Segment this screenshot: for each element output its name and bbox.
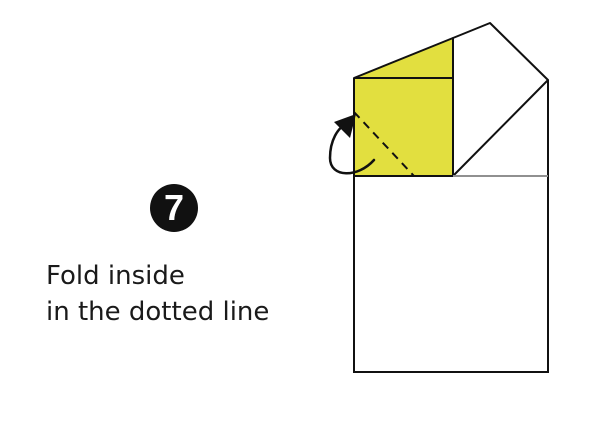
dotted-fold-line [353,111,415,177]
instruction-line-1: Fold inside [46,261,185,291]
upper-white-flap [452,22,549,177]
yellow-flap [353,37,454,177]
paper-body [353,175,549,373]
instruction-text: Fold inside in the dotted line [46,258,346,330]
step-number-badge: 7 [150,184,198,232]
curved-arrow-icon [328,114,376,175]
instruction-line-2: in the dotted line [46,297,270,327]
